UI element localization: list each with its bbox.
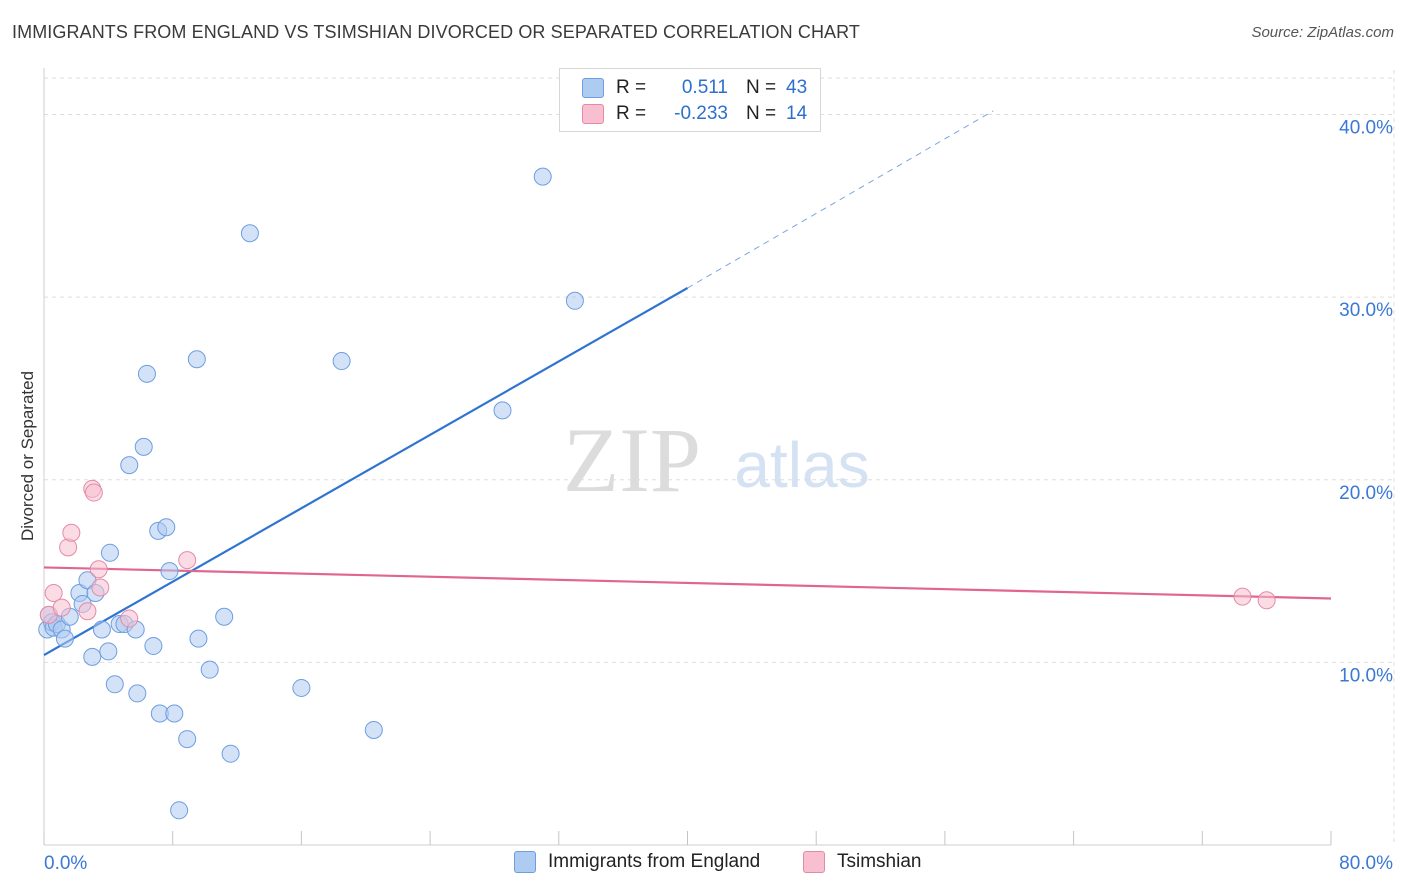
point-england [105, 675, 124, 694]
point-tsimshian [120, 609, 139, 628]
x-tick-label: 80.0% [1339, 853, 1393, 874]
x-tick-label: 0.0% [44, 853, 87, 874]
series-legend-swatch-england [514, 851, 536, 873]
point-england [157, 518, 176, 537]
point-tsimshian [1233, 587, 1252, 606]
series-legend-item-tsimshian[interactable]: Tsimshian [803, 851, 921, 873]
data-points [38, 167, 1276, 820]
point-england [292, 678, 311, 697]
legend-n-value: 14 [786, 103, 808, 124]
y-axis-title: Divorced or Separated [18, 370, 37, 542]
point-england [170, 801, 189, 820]
point-england [215, 607, 234, 626]
legend-r-label: R = [616, 77, 647, 98]
legend-swatch-england [582, 78, 604, 98]
point-england [144, 636, 163, 655]
point-england [565, 291, 584, 310]
point-tsimshian [1257, 591, 1276, 610]
point-tsimshian [52, 598, 71, 617]
legend-r-value: 0.511 [681, 77, 728, 98]
point-tsimshian [91, 578, 110, 597]
series-legend-label: Immigrants from England [548, 851, 761, 872]
source-label: Source: ZipAtlas.com [1251, 24, 1394, 41]
correlation-legend: R = 0.511 N = 43 R = -0.233 N = 14 [559, 68, 821, 132]
y-tick-label: 30.0% [1339, 300, 1393, 321]
legend-r-value: -0.233 [674, 103, 728, 124]
point-england [533, 167, 552, 186]
point-england [120, 456, 139, 475]
legend-row-england: R = 0.511 N = 43 [582, 76, 807, 100]
point-england [92, 620, 111, 639]
point-tsimshian [89, 560, 108, 579]
series-legend: Immigrants from England Tsimshian [0, 851, 1406, 877]
watermark: ZIP atlas [563, 409, 870, 511]
point-england [128, 684, 147, 703]
point-tsimshian [78, 602, 97, 621]
grid-lines [44, 70, 1395, 845]
point-tsimshian [62, 523, 81, 542]
point-england [332, 352, 351, 371]
legend-n-value: 43 [786, 77, 808, 98]
point-england [200, 660, 219, 679]
trend-line-england-extension [687, 110, 994, 289]
legend-row-tsimshian: R = -0.233 N = 14 [582, 102, 807, 126]
point-england [137, 364, 156, 383]
point-tsimshian [84, 483, 103, 502]
point-england [99, 642, 118, 661]
legend-r-label: R = [616, 103, 647, 124]
point-tsimshian [178, 551, 197, 570]
y-tick-label: 40.0% [1339, 118, 1393, 139]
series-legend-item-england[interactable]: Immigrants from England [514, 851, 760, 873]
point-england [55, 629, 74, 648]
y-tick-label: 20.0% [1339, 483, 1393, 504]
point-england [165, 704, 184, 723]
trend-line-tsimshian [43, 566, 1332, 600]
legend-swatch-tsimshian [582, 104, 604, 124]
point-england [134, 437, 153, 456]
point-england [100, 543, 119, 562]
watermark-zip: ZIP [563, 409, 701, 511]
trend-lines [43, 110, 1332, 657]
legend-n-label: N = [746, 77, 777, 98]
legend-n-label: N = [746, 103, 777, 124]
axes [43, 68, 1332, 846]
point-england [240, 224, 259, 243]
tick-labels: 10.0% 20.0% 30.0% 40.0% 0.0% 80.0% [44, 118, 1393, 874]
point-tsimshian [44, 583, 63, 602]
point-tsimshian [59, 538, 78, 557]
watermark-atlas: atlas [734, 429, 869, 501]
point-england [160, 562, 179, 581]
point-england [189, 629, 208, 648]
point-england [178, 730, 197, 749]
point-england [493, 401, 512, 420]
y-tick-label: 10.0% [1339, 665, 1393, 686]
series-legend-label: Tsimshian [837, 851, 922, 872]
point-england [364, 720, 383, 739]
series-legend-swatch-tsimshian [803, 851, 825, 873]
point-england [187, 350, 206, 369]
chart-title: IMMIGRANTS FROM ENGLAND VS TSIMSHIAN DIV… [12, 22, 861, 42]
point-england [221, 744, 240, 763]
trend-line-england [43, 287, 689, 657]
point-england [83, 647, 102, 666]
